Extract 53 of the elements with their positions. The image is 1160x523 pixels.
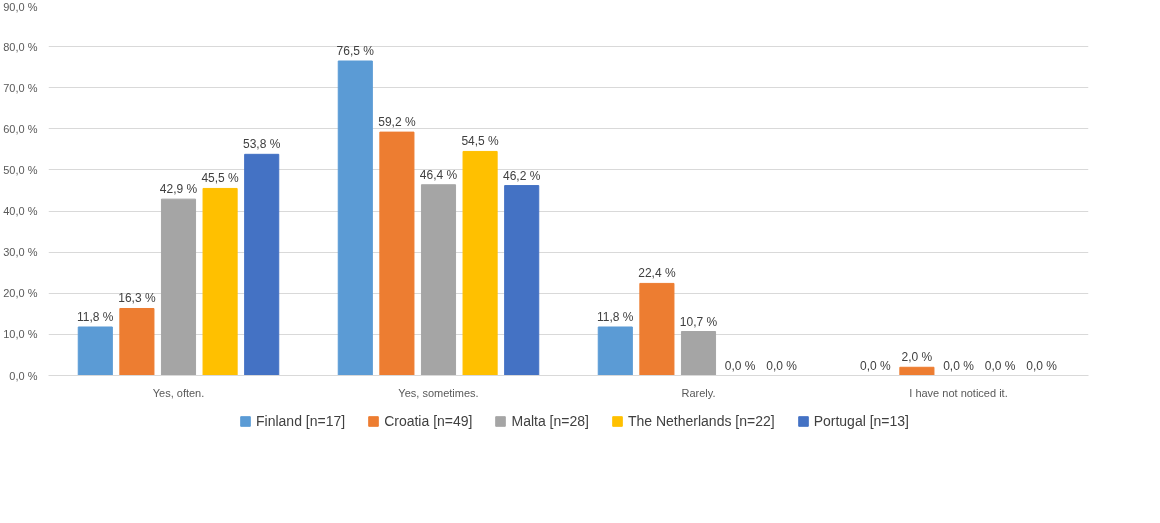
bar	[420, 184, 457, 376]
y-tick-label: 70,0 %	[3, 81, 38, 94]
legend-label: Croatia [n=49]	[384, 413, 473, 429]
bar	[379, 131, 415, 376]
data-label: 46,2 %	[503, 168, 541, 183]
x-tick-label: Yes, often.	[152, 386, 205, 399]
data-label: 0,0 %	[766, 358, 798, 373]
bar	[680, 331, 717, 376]
bar	[504, 185, 540, 376]
bar	[899, 366, 935, 376]
data-label: 0,0 %	[984, 358, 1016, 373]
bar	[337, 60, 373, 376]
x-tick-label: Yes, sometimes.	[398, 386, 479, 399]
x-tick-label: I have not noticed it.	[909, 386, 1008, 399]
y-tick-label: 60,0 %	[3, 122, 38, 135]
y-tick-label: 30,0 %	[3, 246, 38, 259]
bar	[462, 150, 498, 376]
bar	[160, 198, 197, 376]
y-tick-label: 10,0 %	[3, 328, 38, 341]
y-tick-label: 40,0 %	[3, 205, 38, 218]
bar	[244, 153, 280, 376]
legend-label: Portugal [n=13]	[813, 413, 909, 429]
data-label: 46,4 %	[419, 167, 458, 182]
data-label: 16,3 %	[118, 291, 156, 306]
x-tick-label: Rarely.	[681, 386, 716, 399]
data-label: 59,2 %	[378, 115, 416, 130]
data-label: 54,5 %	[461, 134, 500, 149]
data-label: 0,0 %	[859, 358, 891, 373]
data-label: 22,4 %	[638, 266, 676, 281]
bar	[597, 326, 633, 376]
bar	[119, 307, 155, 376]
y-tick-label: 0,0 %	[9, 369, 38, 382]
legend-label: Malta [n=28]	[511, 413, 589, 429]
bar	[639, 282, 675, 376]
data-label: 11,8 %	[597, 309, 634, 324]
data-label: 10,7 %	[679, 314, 718, 329]
data-label: 42,9 %	[159, 182, 198, 197]
legend-label: The Netherlands [n=22]	[627, 413, 775, 429]
data-label: 0,0 %	[1026, 358, 1058, 373]
bar	[202, 187, 238, 376]
y-tick-label: 50,0 %	[3, 163, 38, 176]
data-label: 2,0 %	[901, 350, 933, 365]
data-label: 11,8 %	[77, 309, 114, 324]
data-label: 0,0 %	[724, 358, 756, 373]
y-tick-label: 20,0 %	[3, 287, 38, 300]
bar	[77, 326, 113, 376]
data-label: 0,0 %	[943, 358, 975, 373]
y-tick-label: 90,0 %	[3, 0, 38, 13]
data-label: 53,8 %	[243, 137, 281, 152]
data-label: 45,5 %	[201, 171, 240, 186]
y-tick-label: 80,0 %	[3, 40, 38, 53]
legend-label: Finland [n=17]	[256, 413, 346, 429]
data-label: 76,5 %	[336, 44, 375, 58]
